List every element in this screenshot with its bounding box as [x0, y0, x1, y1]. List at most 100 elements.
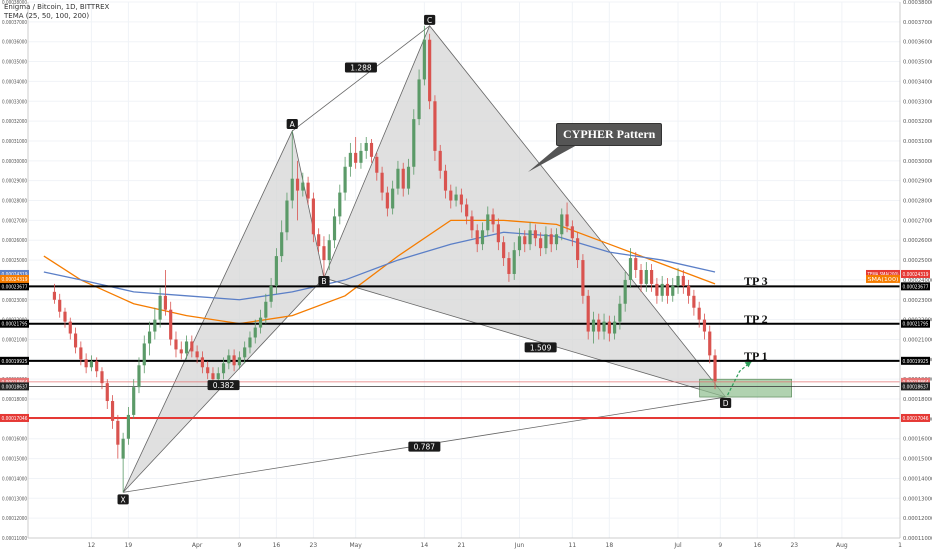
- y-tick-label-left: 0.00028000: [2, 199, 27, 205]
- ratio-bcd-label: 1.509: [530, 343, 552, 352]
- time-axis[interactable]: 12 19 Apr 9 16 23 May 14 21 Jun 11 18 Jul 9 16 23 Aug 1: [28, 537, 902, 549]
- indicator-title[interactable]: TEMA (25, 50, 100, 200): [4, 12, 90, 20]
- candle-body: [438, 150, 442, 171]
- x-tick-label: 16: [753, 542, 761, 549]
- candle-body: [58, 299, 62, 312]
- candle-body: [681, 275, 685, 286]
- candle-body: [348, 152, 352, 167]
- candle-body: [200, 357, 204, 368]
- candle-body: [613, 321, 617, 334]
- candle-body: [375, 156, 379, 173]
- y-tick-label-left: 0.00038000: [2, 0, 27, 6]
- candle-body: [116, 420, 120, 445]
- y-tick-label-left: 0.00030000: [2, 159, 27, 165]
- tp3-price-tag-right-bg: [901, 282, 930, 291]
- candle-body: [184, 341, 189, 354]
- point-b-label-bg: [318, 275, 330, 286]
- y-tick-label-right: 0.00011000: [903, 536, 932, 542]
- point-x-label: X: [121, 495, 126, 504]
- candle-body: [454, 194, 458, 201]
- candle-body: [687, 285, 691, 296]
- tp3-label: TP 3: [744, 274, 768, 288]
- y-tick-label-right: 0.00023000: [903, 298, 932, 304]
- tp2-price-tag-right: 0.00021795: [903, 322, 929, 328]
- ac-line: [291, 25, 430, 132]
- candle-body: [396, 168, 400, 189]
- sma-line: [43, 231, 716, 301]
- tp1-price-tag-right-bg: [901, 356, 930, 365]
- x-tick-label: 11: [569, 542, 577, 549]
- x-tick-label: 21: [458, 542, 466, 549]
- candle-body: [264, 301, 268, 318]
- pattern-labels: X A B C D 0.382 1.288 1.509 0.787: [117, 14, 732, 505]
- y-tick-label-right: 0.00027000: [903, 218, 932, 224]
- target-zone: [699, 378, 792, 398]
- candle-body: [338, 192, 342, 217]
- candle-body: [486, 214, 490, 231]
- candle-body: [655, 283, 659, 296]
- candle-body: [232, 355, 236, 366]
- ratio-xab-label: 0.382: [213, 381, 235, 390]
- ratio-xcd-label: 0.787: [414, 443, 436, 452]
- tp2-price-tag-left: 0.00021795: [2, 322, 28, 328]
- candle-body: [449, 190, 453, 201]
- y-tick-label-left: 0.00027000: [2, 218, 27, 224]
- candle-body: [697, 307, 701, 320]
- candle-body: [581, 260, 585, 296]
- candle-body: [507, 258, 511, 274]
- candle-body: [570, 226, 574, 239]
- price-tags: 0.00023677 0.00023677 0.00021795 0.00021795…: [0, 269, 930, 422]
- support-price-tag-left: 0.00018637: [2, 384, 28, 390]
- candle-body: [89, 361, 94, 368]
- pattern-callout: CYPHER Pattern: [556, 123, 663, 146]
- candle-body: [227, 355, 231, 364]
- symbol-title[interactable]: Enigma / Bitcoin, 1D, BITTREX: [4, 3, 110, 11]
- y-tick-label-left: 0.00013000: [2, 496, 27, 502]
- y-tick-label-right: 0.00013000: [903, 496, 932, 502]
- x-tick-label: 23: [790, 542, 798, 549]
- current-price-tag-left-bg: [0, 377, 29, 386]
- arrow-head: [744, 361, 752, 368]
- candle-body: [586, 295, 590, 332]
- ratio-abc-label-bg: [344, 62, 377, 73]
- x-tick-label: 12: [88, 542, 96, 549]
- x-tick-label: May: [349, 542, 362, 549]
- y-tick-label-right: 0.00025000: [903, 258, 932, 264]
- x-tick-label: Aug: [836, 542, 848, 549]
- y-tick-label-right: 0.00031000: [903, 139, 932, 145]
- candle-body: [475, 230, 479, 245]
- x-tick-label: 14: [421, 542, 429, 549]
- candle-body: [412, 119, 416, 167]
- candle-body: [322, 246, 326, 261]
- y-tick-label-right: 0.00016000: [903, 437, 932, 443]
- y-tick-label-right: 0.00030000: [903, 159, 932, 165]
- candle-body: [502, 242, 506, 259]
- stop-price-tag-left: 0.00017046: [2, 416, 28, 422]
- candle-body: [280, 232, 284, 257]
- candle-body: [660, 283, 664, 296]
- candle-body: [243, 347, 247, 358]
- candle-body: [290, 178, 294, 201]
- candle-body: [126, 414, 130, 439]
- candle-body: [422, 39, 426, 80]
- candlesticks: [52, 25, 717, 493]
- y-tick-label-left: 0.00018000: [2, 397, 27, 403]
- candle-body: [692, 295, 696, 308]
- point-c-label: C: [427, 16, 432, 25]
- tp1-label: TP 1: [744, 349, 768, 363]
- tema-price-tag-right-bg: [901, 269, 930, 278]
- point-a-label-bg: [286, 119, 298, 130]
- y-tick-label-right: 0.00021000: [903, 337, 932, 343]
- candle-body: [364, 142, 368, 151]
- candle-body: [702, 319, 707, 332]
- y-tick-label-left: 0.00034000: [2, 79, 27, 85]
- ratio-abc-label: 1.288: [350, 64, 372, 73]
- y-tick-label-right: 0.00037000: [903, 20, 932, 26]
- tp3-price-tag-right: 0.00023677: [903, 284, 929, 290]
- candle-body: [428, 39, 432, 102]
- support-price-tag-right-bg: [901, 382, 930, 391]
- candle-body: [73, 333, 78, 348]
- y-tick-label-right: 0.00036000: [903, 40, 932, 46]
